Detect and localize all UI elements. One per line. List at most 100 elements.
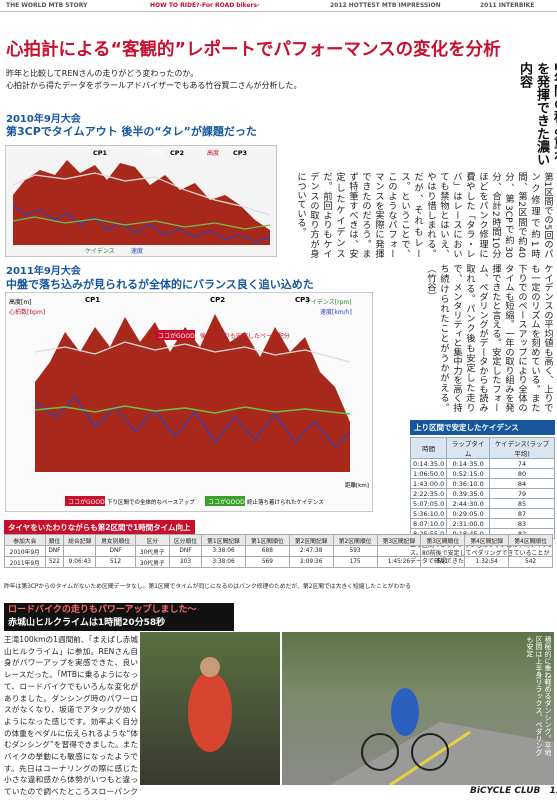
chart-label: 心拍数: [145, 149, 163, 157]
chart-label: 高度[m]: [9, 298, 32, 306]
table-row: 5:07:05.0 2:44:30.0 85: [409, 498, 556, 509]
table-cell: DNF: [168, 545, 203, 557]
table-cell: 593: [332, 545, 378, 557]
table-cell: 688: [244, 545, 290, 557]
table-cell: 9:06:43: [63, 556, 97, 568]
table-cell: 522: [44, 556, 65, 568]
heartrate-line: [12, 172, 271, 216]
table-cell: 3:38:06: [201, 556, 246, 568]
column-header: 第4区間順位: [508, 534, 553, 546]
table-cell: 5:36:10.0: [409, 508, 448, 519]
table-cell: 569: [244, 556, 290, 568]
table-cell: 2010年9月: [4, 545, 46, 557]
road-heading-line: 赤城山ヒルクライムは1時間20分58秒: [8, 618, 166, 628]
table-cell: 8:07:10.0: [409, 518, 448, 529]
column-header: 第4区間記録: [464, 534, 510, 546]
chart-label: 心拍数[bpm]: [9, 308, 45, 316]
column-header: 順位: [44, 534, 65, 546]
table-cell: 2:31:00.0: [446, 518, 490, 529]
footer-brand: BiCYCLE CLUB: [470, 786, 541, 796]
chart-label: 距離[km]: [345, 481, 369, 489]
table-cell: 30代男子: [134, 556, 170, 568]
road-body: 王滝100kmの1週間前、「まえばし赤城山ヒルクライム」に参加。RENさん自身が…: [4, 635, 138, 800]
column-header: 男女別順位: [95, 534, 136, 546]
chart-label: CP1: [93, 149, 108, 157]
table-row: 1:06:50.0 0:52:15.0 80: [409, 468, 556, 479]
header-right: 2011 INTERBIKE: [480, 2, 535, 9]
chart-label: ココがGOOD!: [208, 498, 247, 506]
table-cell: DNF: [44, 545, 65, 557]
cadence-line: [12, 216, 271, 230]
table-cell: 1:43:00.0: [409, 478, 448, 489]
column-header: 第1区間順位: [244, 534, 290, 546]
page-header: THE WORLD MTB STORY HOW TO RIDE?-For ROA…: [0, 0, 557, 12]
chart-label: ケイデンス[rpm]: [305, 298, 352, 306]
column-header: ケイデンス(ラップ平均): [488, 437, 556, 459]
column-header: ラップタイム: [446, 437, 490, 459]
chart-label: 速度[km/h]: [320, 308, 352, 316]
callout-box: [205, 496, 245, 506]
photo-wheel: [361, 733, 399, 771]
chart-label: 後半の上りも安定したペース配分: [200, 332, 290, 340]
table-cell: 85: [488, 498, 556, 509]
table-cell: 203: [168, 556, 203, 568]
header-center: HOW TO RIDE?-For ROAD bikers-: [150, 2, 260, 9]
column-header: 第3区間記録: [376, 534, 422, 546]
chart-label: CP2: [170, 149, 184, 157]
chart-label: 終止落ち着けられたケイデンス: [247, 498, 324, 506]
table-cell: 87: [488, 508, 556, 519]
table-cell: 542: [508, 556, 553, 568]
table-row: 0:14:35.0 0:14:35.0 74: [409, 458, 556, 469]
column-header: 第1区間記録: [201, 534, 246, 546]
photo-rider: [391, 688, 419, 736]
table-cell: 3:38:06: [201, 545, 246, 557]
table-cell: 0:14:35.0: [446, 458, 490, 469]
table-row: 2:22:35.0 0:39:35.0 79: [409, 488, 556, 499]
side-heading: 1年間の積み重ねを発揮できた濃い内容: [517, 62, 557, 166]
table-cell: 2:47:38: [288, 545, 334, 557]
table-cell: 0:29:05.0: [446, 508, 490, 519]
table-cell: 591: [420, 556, 466, 568]
chart-image: 高度[m] 心拍数[bpm] ケイデンス[rpm] 速度[km/h] CP1 C…: [5, 292, 373, 512]
chart-label: CP3: [233, 149, 247, 157]
road-heading-line: ロードバイクの走りもパワーアップしました〜: [8, 605, 197, 615]
table-cell: DNF: [95, 545, 136, 557]
table-cell: 2:44:30.0: [446, 498, 490, 509]
table-cell: 2011年9月: [4, 556, 46, 568]
photo-rider: [200, 657, 220, 677]
page-number: 118: [549, 786, 557, 796]
column-header: 区分順位: [168, 534, 203, 546]
section-heading: 中盤で落ち込みが見られるが全体的にバランス良く追い込めた: [6, 278, 314, 291]
column-header: 第3区間順位: [420, 534, 466, 546]
table-row: 2010年9月 DNF DNF 30代男子 DNF 3:38:06 688 2:47:38 59…: [4, 545, 553, 557]
chart-label: CP2: [210, 296, 225, 304]
table-cell: 84: [488, 478, 556, 489]
column-header: 第2区間記録: [288, 534, 334, 546]
header-row: 時間 ラップタイム ケイデンス(ラップ平均): [409, 437, 556, 459]
chart-label: ココがGOOD!: [158, 332, 197, 340]
column-header: 総合記録: [63, 534, 97, 546]
road-heading: ロードバイクの走りもパワーアップしました〜 赤城山ヒルクライムは1時間20分58…: [4, 603, 234, 631]
table-cell: [508, 545, 553, 557]
side-text: ケイデンスの平均値も高く、上りでも一定のリズムを刻めている。また下りでのペースア…: [425, 264, 553, 412]
table-cell: [376, 545, 422, 557]
table-cell: [420, 545, 466, 557]
callout-box: [65, 496, 105, 506]
cadence-block: 上り区間で安定したケイデンス 時間 ラップタイム ケイデンス(ラップ平均) 0:14:…: [409, 420, 556, 566]
column-header: 参加大会: [4, 534, 46, 546]
page-title: 心拍計による“客観的”レポートでパフォーマンスの変化を分析: [6, 40, 501, 60]
cadence-line: [34, 405, 351, 415]
photo-rider: [188, 672, 232, 752]
section-label: 2010年9月大会: [6, 114, 81, 125]
callout-box: [155, 330, 195, 340]
footer: BiCYCLE CLUB 118: [470, 786, 557, 796]
header-left: THE WORLD MTB STORY: [6, 2, 88, 9]
column-header: 区分: [134, 534, 170, 546]
heartrate-line: [34, 341, 351, 363]
table-cell: 1:06:50.0: [409, 468, 448, 479]
photo-wheel: [411, 733, 449, 771]
section-label: 2011年9月大会: [6, 266, 81, 277]
section-heading: 第3CPでタイムアウト 後半の“タレ”が課題だった: [6, 125, 257, 138]
table-cell: 30代男子: [134, 545, 170, 557]
